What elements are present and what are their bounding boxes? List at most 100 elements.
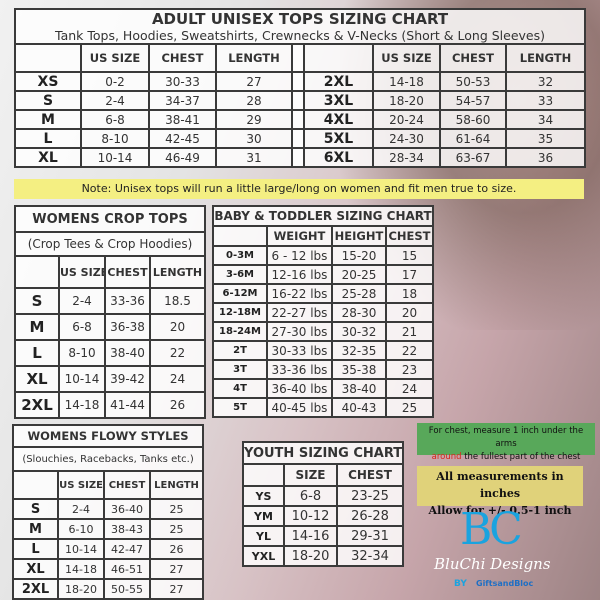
size-value: 6-8 [80,109,150,130]
womens-crop-tops-table: WOMENS CROP TOPS (Crop Tees & Crop Hoodie… [13,205,207,419]
table-row: YXL 18-20 32-34 [242,545,405,567]
table-row: XL 10-14 46-49 31 6XL 28-34 63-67 36 [14,147,587,168]
size-value: 28-30 [331,302,387,323]
column-header [14,255,60,289]
table-title: WOMENS FLOWY STYLES [11,424,205,448]
measure-tip-line1: For chest, measure 1 inch under the arms [428,426,584,449]
table-title: YOUTH SIZING CHART [241,441,405,465]
column-header [212,225,268,247]
size-value: 12-16 lbs [266,264,333,285]
size-value: 14-18 [372,71,441,92]
size-value: 33-36 [104,287,151,315]
column-gap [291,147,305,168]
column-header: CHEST [148,43,217,73]
size-value: 20 [148,313,207,341]
size-value: 50-55 [103,578,151,600]
size-value: 26-28 [335,505,405,527]
size-value: 29 [215,109,293,130]
units-note-line2: Allow for +/- 0.5-1 inch [428,504,572,517]
size-label: M [12,518,59,540]
size-value: 54-57 [439,90,507,111]
size-label: 0-3M [212,245,268,266]
column-gap [291,109,305,130]
size-label: 5T [212,397,268,418]
table-row: S 2-4 36-40 25 [12,498,205,520]
size-value: 34-37 [148,90,217,111]
size-value: 28-34 [372,147,441,168]
column-header: CHEST [335,463,405,487]
size-value: 36 [504,147,587,168]
subtitle-row: Tank Tops, Hoodies, Sweatshirts, Crewnec… [13,28,587,45]
size-value: 16-22 lbs [266,283,333,304]
size-label: YS [242,485,285,507]
size-value: 25-28 [331,283,387,304]
table-row: YL 14-16 29-31 [242,525,405,547]
size-label: L [12,538,59,560]
column-header [14,43,82,73]
table-row: S 2-4 33-36 18.5 [14,287,207,315]
measure-tip: For chest, measure 1 inch under the arms… [417,423,595,462]
column-header: SIZE [283,463,338,487]
size-label: 2XL [303,71,374,92]
size-value: 30-32 [331,321,387,342]
baby-toddler-table: BABY & TODDLER SIZING CHART WEIGHT HEIGHT C… [212,205,434,418]
size-label: 12-18M [212,302,268,323]
size-value: 33-36 lbs [266,359,333,380]
column-header [303,43,374,73]
size-label: 5XL [303,128,374,149]
size-value: 30-33 [148,71,217,92]
size-value: 25 [385,397,434,418]
size-value: 40-45 lbs [266,397,333,418]
size-value: 30 [215,128,293,149]
column-header: US SIZE [372,43,441,73]
size-value: 14-18 [57,558,105,580]
size-value: 0-2 [80,71,150,92]
size-value: 2-4 [80,90,150,111]
table-row: L 8-10 38-40 22 [14,339,207,367]
size-value: 22-27 lbs [266,302,333,323]
table-subtitle: (Crop Tees & Crop Hoodies) [13,231,207,257]
size-label: XS [14,71,82,92]
size-label: 4T [212,378,268,399]
column-header [242,463,285,487]
column-header [12,470,59,500]
size-value: 15 [385,245,434,266]
column-header: CHEST [104,255,151,289]
size-value: 24 [148,365,207,393]
size-value: 58-60 [439,109,507,130]
size-label: M [14,313,60,341]
size-value: 6 - 12 lbs [266,245,333,266]
title-row: WOMENS CROP TOPS [13,205,207,233]
size-value: 50-53 [439,71,507,92]
measure-tip-highlight: around [431,452,462,462]
table-row: M 6-10 38-43 25 [12,518,205,540]
column-header: LENGTH [504,43,587,73]
size-value: 39-42 [104,365,151,393]
size-value: 38-40 [104,339,151,367]
size-value: 26 [148,391,207,419]
table-row: 3T 33-36 lbs 35-38 23 [212,359,434,380]
size-value: 6-10 [57,518,105,540]
logo-maker: GiftsandBloc [476,579,534,588]
size-value: 41-44 [104,391,151,419]
size-value: 34 [504,109,587,130]
header-row: WEIGHT HEIGHT CHEST [212,225,434,247]
size-value: 33 [504,90,587,111]
header-row: US SIZE CHEST LENGTH [14,255,207,289]
size-value: 2-4 [58,287,106,315]
size-value: 24 [385,378,434,399]
size-label: YL [242,525,285,547]
size-value: 15-20 [331,245,387,266]
size-value: 27 [148,558,205,580]
size-value: 42-47 [103,538,151,560]
measure-tip-rest: the fullest part of the chest [461,452,581,462]
table-row: XS 0-2 30-33 27 2XL 14-18 50-53 32 [14,71,587,92]
column-header: US SIZE [80,43,150,73]
size-value: 18 [385,283,434,304]
table-row: 5T 40-45 lbs 40-43 25 [212,397,434,418]
column-header: LENGTH [148,470,205,500]
size-label: 4XL [303,109,374,130]
size-label: L [14,128,82,149]
table-row: XL 10-14 39-42 24 [14,365,207,393]
size-value: 27-30 lbs [266,321,333,342]
